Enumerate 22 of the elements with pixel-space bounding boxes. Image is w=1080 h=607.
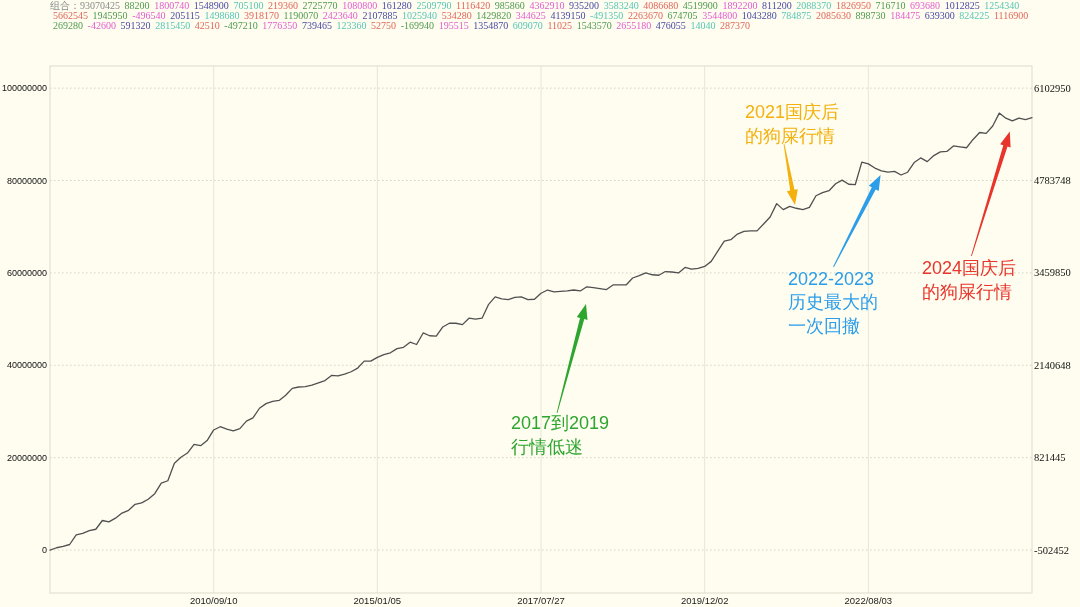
annotation: 2021国庆后的狗屎行情 bbox=[745, 102, 840, 146]
annotation: 2024国庆后的狗屎行情 bbox=[922, 258, 1017, 302]
y2-tick-label: 2140648 bbox=[1034, 359, 1071, 371]
y-tick-label: 0 bbox=[41, 545, 47, 556]
x-tick-label: 2017/07/27 bbox=[517, 595, 565, 606]
annotation: 2017到2019行情低迷 bbox=[511, 413, 610, 457]
x-tick-label: 2015/01/05 bbox=[353, 595, 402, 606]
y-tick-label: 40000000 bbox=[6, 360, 47, 371]
y2-tick-label: 6102950 bbox=[1034, 82, 1071, 94]
y-tick-label: 100000000 bbox=[1, 83, 47, 94]
y-tick-label: 80000000 bbox=[6, 175, 47, 186]
annotation: 2022-2023历史最大的一次回撤 bbox=[788, 268, 878, 336]
x-tick-label: 2022/08/03 bbox=[844, 595, 893, 606]
title: 组合：93070425 88200 1800740 1548900 705100 219360 2725770 1080800 161280 2509790 1116420 985860 4362910 935200 3583240 4086680 4519900 1892200 811200 2088370 1826950 716710 693680 1012825 1254340 5662545 1945950 -496540 205115 1498680 3918170 1190070 2423640 2107885 1025940 534280 1429820 344625 4139150 -491350 2263670 674705 3544800 1043280 784875 2085630 898730 184475 639300 824225 1116900 269280 -42600 591320 2815450 42510 -497210 1776350 739465 123360 52750 -169940 195515 1354870 609070 11025 1543570 2655180 476055 14040 287370 bbox=[50, 0, 1029, 31]
y2-tick-label: 3459850 bbox=[1034, 267, 1071, 279]
y-tick-label: 60000000 bbox=[6, 268, 47, 279]
y-tick-label: 20000000 bbox=[6, 452, 47, 463]
y2-tick-label: 4783748 bbox=[1034, 174, 1071, 186]
y2-tick-label: 821445 bbox=[1034, 451, 1066, 463]
x-tick-label: 2019/12/02 bbox=[680, 595, 729, 606]
y2-tick-label: -502452 bbox=[1034, 544, 1069, 556]
x-tick-label: 2010/09/10 bbox=[189, 595, 238, 606]
